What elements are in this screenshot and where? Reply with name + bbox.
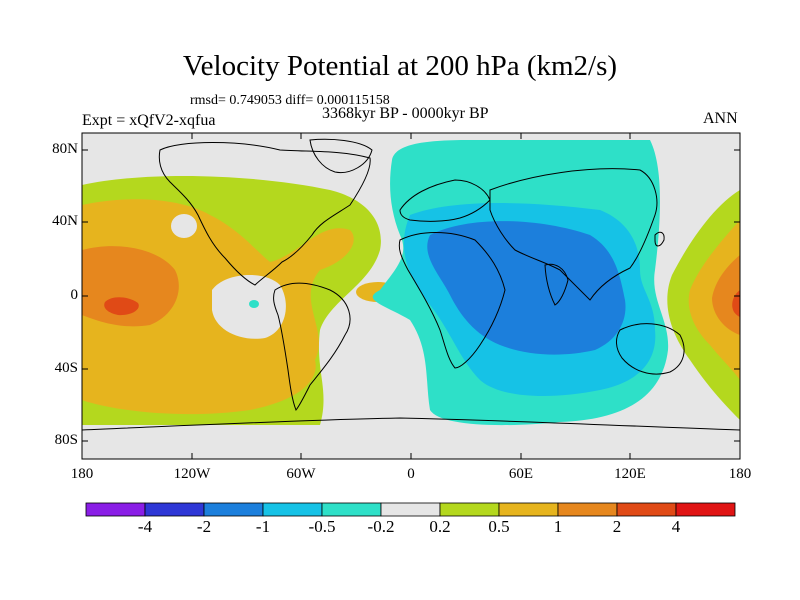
period-label: 3368kyr BP - 0000kyr BP	[322, 105, 489, 122]
axis-ticks	[82, 133, 740, 459]
neutral-patch-north-pacific	[171, 214, 197, 238]
positive-region-west-pacific-strong	[712, 255, 740, 335]
lon-label: 60W	[286, 466, 316, 482]
coastline-greenland	[309, 138, 373, 174]
colorbar-swatch	[675, 502, 736, 517]
positive-region-west-pacific-peak	[732, 290, 740, 317]
neutral-patch-southeast-pacific	[212, 274, 286, 339]
colorbar-swatch	[616, 502, 677, 517]
coastline-south-america	[273, 282, 351, 411]
colorbar-swatch	[498, 502, 559, 517]
coastline-north-america	[158, 142, 371, 286]
colorbar-label: -0.2	[367, 517, 395, 536]
colorbar-label: 2	[612, 517, 622, 536]
positive-region-peak	[104, 297, 139, 316]
coastline-africa	[398, 232, 506, 369]
coastline-antarctica	[82, 417, 740, 431]
negative-patch-small	[249, 300, 259, 308]
colorbar-label: -0.5	[308, 517, 336, 536]
colorbar-swatch	[262, 502, 323, 517]
coastline-india	[544, 263, 569, 306]
colorbar-label: -2	[196, 517, 212, 536]
coastline-japan	[654, 231, 665, 247]
coastline-australia	[616, 323, 685, 375]
colorbar-swatch	[85, 502, 146, 517]
lat-label: 40S	[54, 360, 78, 376]
colorbar-label: -4	[137, 517, 153, 536]
chart-title: Velocity Potential at 200 hPa (km2/s)	[182, 50, 618, 82]
colorbar-label: -1	[255, 517, 271, 536]
season-label: ANN	[703, 110, 738, 127]
lat-label: 80N	[52, 141, 78, 157]
negative-region-strong	[427, 221, 626, 355]
lon-label: 60E	[508, 466, 534, 482]
coastline-europe	[399, 179, 491, 222]
colorbar-swatch	[321, 502, 382, 517]
colorbar	[85, 502, 736, 517]
lon-label: 120E	[614, 466, 646, 482]
colorbar-label: 1	[553, 517, 563, 536]
coastline-asia	[489, 168, 658, 301]
coastlines	[82, 138, 740, 431]
lon-label: 180	[70, 466, 94, 482]
contour-field	[82, 133, 740, 459]
lat-label: 40N	[52, 213, 78, 229]
lon-label: 180	[728, 466, 752, 482]
colorbar-label: 0.2	[429, 517, 451, 536]
colorbar-swatch	[439, 502, 500, 517]
colorbar-label: 4	[671, 517, 681, 536]
colorbar-swatch	[203, 502, 264, 517]
stats-text: rmsd= 0.749053 diff= 0.000115158	[190, 93, 390, 108]
lat-label: 80S	[54, 432, 78, 448]
lat-label: 0	[70, 287, 79, 303]
lon-label: 0	[407, 466, 415, 482]
colorbar-swatch	[380, 502, 441, 517]
experiment-label: Expt = xQfV2-xqfua	[82, 112, 216, 129]
colorbar-label: 0.5	[488, 517, 510, 536]
lon-label: 120W	[173, 466, 211, 482]
colorbar-swatch	[557, 502, 618, 517]
colorbar-swatch	[144, 502, 205, 517]
